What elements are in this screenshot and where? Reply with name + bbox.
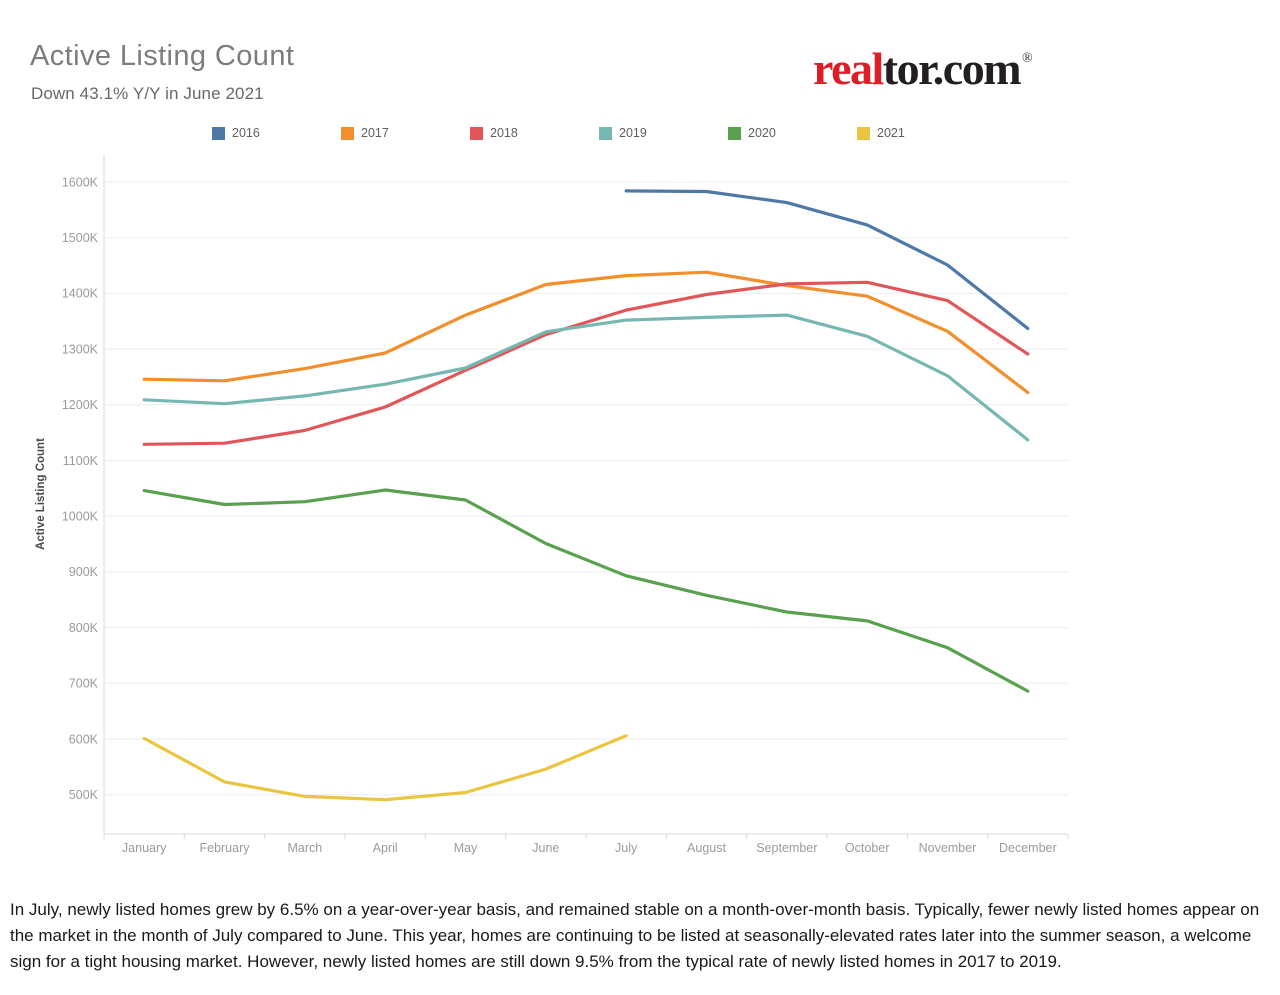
y-axis-tick-label: 600K xyxy=(69,732,99,746)
series-line-2019[interactable] xyxy=(142,313,1030,442)
legend-label: 2020 xyxy=(748,126,776,140)
legend-swatch-2020 xyxy=(728,126,741,140)
legend-swatch-2021 xyxy=(857,126,870,140)
y-axis-tick-label: 1300K xyxy=(62,342,99,356)
legend-item-2018[interactable]: 2018 xyxy=(470,126,518,140)
registered-trademark-icon: ® xyxy=(1022,51,1033,66)
series-line-2018[interactable] xyxy=(142,280,1030,446)
series-line-2016[interactable] xyxy=(624,189,1030,331)
legend-label: 2017 xyxy=(361,126,389,140)
x-axis-label: December xyxy=(999,841,1057,855)
legend-swatch-2016 xyxy=(212,126,225,140)
legend-item-2017[interactable]: 2017 xyxy=(341,126,389,140)
y-axis-tick-label: 800K xyxy=(69,621,99,635)
y-axis-tick-label: 500K xyxy=(69,788,99,802)
page-subtitle: Down 43.1% Y/Y in June 2021 xyxy=(31,84,264,103)
legend-item-2016[interactable]: 2016 xyxy=(212,126,260,140)
x-axis-label: June xyxy=(532,841,559,855)
x-axis-label: May xyxy=(454,841,478,855)
logo-tor-com: tor.com xyxy=(882,43,1022,94)
y-axis-tick-label: 1200K xyxy=(62,398,99,412)
active-listing-count-line-chart: 500K 600K 700K 800K 900K 1000K 1100K 1200K 1300K… xyxy=(35,155,1069,855)
page-title: Active Listing Count xyxy=(30,40,295,72)
legend-label: 2016 xyxy=(232,126,260,140)
x-axis-label: November xyxy=(919,841,977,855)
realtor-logo: realtor.com ® xyxy=(813,43,1033,94)
x-axis-label: April xyxy=(373,841,398,855)
x-axis-label: September xyxy=(756,841,817,855)
y-axis-tick-label: 1000K xyxy=(62,510,99,524)
legend-label: 2018 xyxy=(490,126,518,140)
legend-label: 2019 xyxy=(619,126,647,140)
legend-swatch-2017 xyxy=(341,126,354,140)
y-axis-tick-label: 900K xyxy=(69,565,99,579)
y-axis-title: Active Listing Count xyxy=(35,438,47,550)
x-axis-label: July xyxy=(615,841,638,855)
y-axis-tick-label: 1600K xyxy=(62,175,99,189)
series-line-2020[interactable] xyxy=(142,488,1030,693)
commentary-paragraph: In July, newly listed homes grew by 6.5%… xyxy=(10,900,1260,971)
legend-swatch-2018 xyxy=(470,126,483,140)
x-axis-label: February xyxy=(199,841,250,855)
series-line-2017[interactable] xyxy=(142,270,1030,395)
y-axis-tick-label: 1100K xyxy=(63,454,99,468)
x-axis-label: August xyxy=(687,841,726,855)
legend-swatch-2019 xyxy=(599,126,612,140)
legend-item-2019[interactable]: 2019 xyxy=(599,126,647,140)
y-axis-tick-label: 1400K xyxy=(62,287,99,301)
legend-item-2020[interactable]: 2020 xyxy=(728,126,776,140)
logo-real: real xyxy=(813,43,884,94)
legend-label: 2021 xyxy=(877,126,905,140)
series-line-2021[interactable] xyxy=(142,734,628,802)
x-axis-label: October xyxy=(845,841,889,855)
y-axis-tick-label: 700K xyxy=(69,677,99,691)
legend-item-2021[interactable]: 2021 xyxy=(857,126,905,140)
x-axis-label: January xyxy=(122,841,167,855)
y-axis-tick-label: 1500K xyxy=(62,231,99,245)
x-axis-label: March xyxy=(287,841,322,855)
